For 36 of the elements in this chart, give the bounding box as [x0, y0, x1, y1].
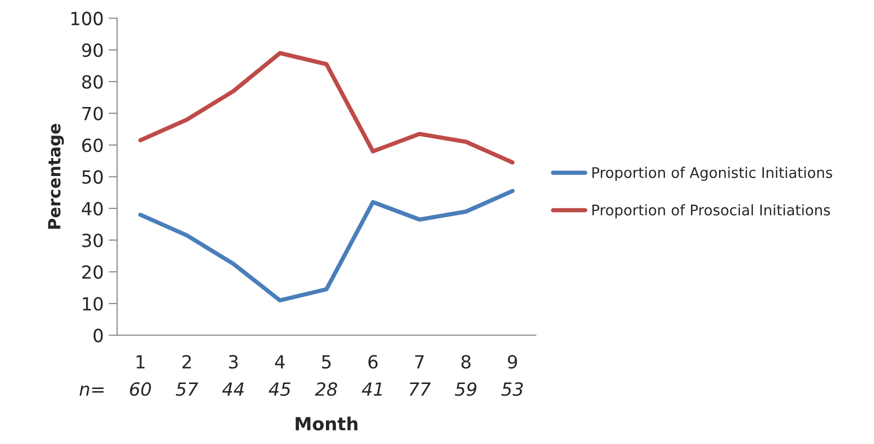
text: 45	[268, 382, 290, 396]
y-tick-label: 70	[82, 106, 103, 120]
y-tick-label: 0	[94, 328, 103, 342]
y-tick-label: 60	[82, 138, 103, 152]
y-tick-label: 100	[71, 12, 103, 26]
x-tick-label: 7	[415, 355, 424, 368]
text: 57	[176, 382, 198, 396]
line-series	[138, 50, 515, 165]
text: 41	[362, 382, 382, 396]
text: 44	[222, 382, 244, 396]
x-tick-label: 1	[136, 355, 144, 368]
text: 60	[130, 382, 151, 396]
y-tick-label: 80	[82, 75, 103, 89]
line-series	[138, 188, 515, 302]
y-tick-label: 90	[82, 43, 103, 58]
y-tick-label: 20	[82, 265, 103, 279]
x-tick-label: 6	[368, 354, 378, 369]
x-tick-label: 2	[182, 354, 191, 368]
x-axis-title: Month	[296, 416, 358, 431]
text: 59	[454, 382, 476, 396]
text: 28	[315, 382, 338, 396]
x-tick-label: 8	[461, 354, 470, 369]
text: 53	[501, 382, 523, 396]
text: 77	[410, 382, 431, 396]
legend-label: Proportion of Prosocial Initiations	[592, 204, 830, 218]
y-tick-label: 50	[82, 170, 103, 184]
y-axis-title: Percentage	[48, 124, 64, 229]
y-tick-label: 40	[82, 202, 103, 216]
x-tick-label: 9	[508, 354, 517, 369]
legend-label: Proportion of Agonistic Initiations	[592, 166, 832, 181]
y-tick-label: 10	[82, 296, 103, 311]
text: n=	[80, 386, 104, 396]
x-tick-label: 4	[275, 355, 285, 368]
y-tick-label: 30	[82, 234, 103, 248]
x-tick-label: 3	[229, 354, 238, 369]
x-tick-label: 5	[322, 355, 331, 369]
